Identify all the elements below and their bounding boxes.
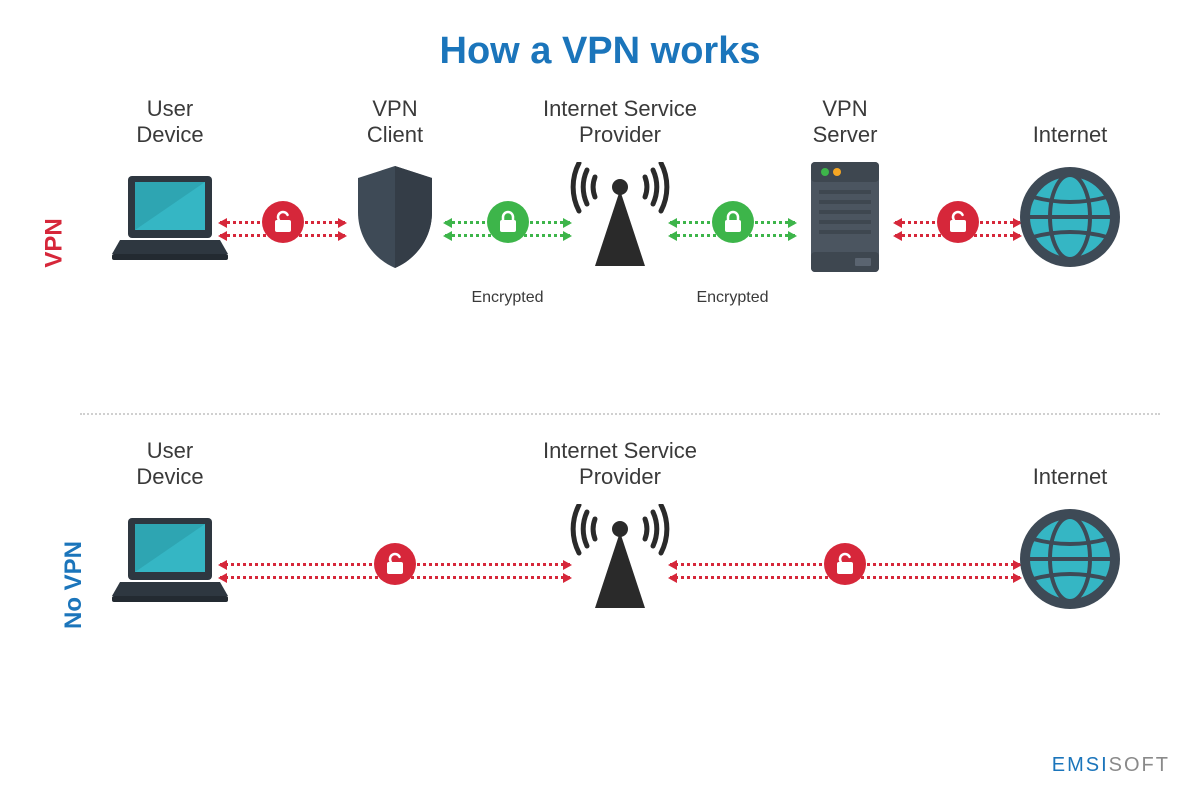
laptop-icon — [110, 504, 230, 614]
unlocked-icon — [262, 201, 304, 243]
node-server: VPN Server — [755, 93, 935, 302]
connector-novpn-0 — [220, 563, 570, 565]
row-novpn-nodes: User Device Internet Service Provider — [80, 435, 1160, 735]
unlocked-icon — [374, 543, 416, 585]
diagram-title: How a VPN works — [0, 0, 1200, 93]
node-client: VPN Client — [305, 93, 485, 302]
divider — [80, 413, 1160, 415]
node-isp: Internet Service Provider — [530, 93, 710, 302]
brand-label: EMSISOFT — [1052, 754, 1170, 777]
shield-icon — [335, 162, 455, 272]
row-vpn: VPN User Device VPN Client Internet Serv… — [0, 93, 1200, 393]
globe-icon — [1010, 162, 1130, 272]
tower-icon — [560, 162, 680, 272]
brand-prefix: EMSI — [1052, 754, 1109, 776]
node-isp: Internet Service Provider — [530, 435, 710, 644]
node-label-device: User Device — [136, 93, 203, 147]
node-label-internet: Internet — [1033, 93, 1108, 147]
globe-icon — [1010, 504, 1130, 614]
node-device: User Device — [80, 435, 260, 644]
unlocked-icon — [824, 543, 866, 585]
brand-suffix: SOFT — [1109, 754, 1170, 776]
node-label-device: User Device — [136, 435, 203, 489]
row-vpn-nodes: User Device VPN Client Internet Service … — [80, 93, 1160, 393]
connector-novpn-1 — [670, 563, 1020, 565]
node-label-isp: Internet Service Provider — [543, 93, 697, 147]
node-label-client: VPN Client — [367, 93, 423, 147]
locked-icon — [487, 201, 529, 243]
tower-icon — [560, 504, 680, 614]
row-novpn: No VPN User Device Internet Service Prov… — [0, 435, 1200, 735]
laptop-icon — [110, 162, 230, 272]
node-label-server: VPN Server — [813, 93, 878, 147]
node-internet: Internet — [980, 435, 1160, 644]
unlocked-icon — [937, 201, 979, 243]
node-label-internet: Internet — [1033, 435, 1108, 489]
row-label-vpn: VPN — [41, 218, 69, 267]
server-icon — [785, 162, 905, 272]
node-label-isp: Internet Service Provider — [543, 435, 697, 489]
locked-icon — [712, 201, 754, 243]
node-device: User Device — [80, 93, 260, 302]
node-internet: Internet — [980, 93, 1160, 302]
